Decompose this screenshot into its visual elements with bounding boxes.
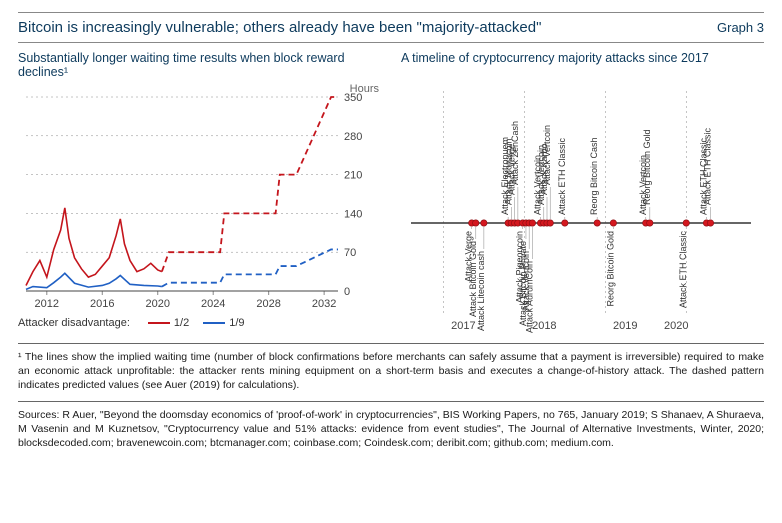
svg-text:2017: 2017 <box>451 320 475 332</box>
legend-item-ninth: 1/9 <box>203 317 244 329</box>
header-row: Bitcoin is increasingly vulnerable; othe… <box>18 12 764 43</box>
svg-text:2018: 2018 <box>532 320 556 332</box>
y-axis-label: Hours <box>350 83 379 95</box>
svg-text:2024: 2024 <box>201 298 225 310</box>
svg-text:280: 280 <box>344 131 362 143</box>
svg-text:140: 140 <box>344 208 362 220</box>
svg-text:Reorg Bitcoin Gold: Reorg Bitcoin Gold <box>605 231 615 307</box>
footnote: ¹ The lines show the implied waiting tim… <box>18 343 764 393</box>
svg-text:Attack ETH Classic: Attack ETH Classic <box>703 127 713 205</box>
svg-text:Reorg Bitcoin Cash: Reorg Bitcoin Cash <box>589 137 599 215</box>
right-subtitle: A timeline of cryptocurrency majority at… <box>401 51 764 79</box>
svg-text:Attack AurumCoin: Attack AurumCoin <box>524 261 534 333</box>
legend-item-half: 1/2 <box>148 317 189 329</box>
svg-text:2032: 2032 <box>312 298 336 310</box>
svg-text:Attack Vertcoin: Attack Vertcoin <box>542 125 552 185</box>
right-chart-panel: 2017201820192020Attack VergeAttack Bitco… <box>401 83 764 333</box>
svg-text:2028: 2028 <box>256 298 280 310</box>
main-title: Bitcoin is increasingly vulnerable; othe… <box>18 19 541 36</box>
subtitles-row: Substantially longer waiting time result… <box>18 51 764 79</box>
graph-number: Graph 3 <box>717 20 764 35</box>
svg-text:2012: 2012 <box>35 298 59 310</box>
svg-text:2020: 2020 <box>664 320 688 332</box>
svg-text:Attack ETH Classic: Attack ETH Classic <box>557 137 567 215</box>
svg-text:Attack ZenCash: Attack ZenCash <box>510 121 520 185</box>
sources: Sources: R Auer, "Beyond the doomsday ec… <box>18 401 764 451</box>
left-chart-panel: Hours 0701402102803502012201620202024202… <box>18 83 381 333</box>
waiting-time-chart: 070140210280350201220162020202420282032 <box>18 83 378 313</box>
svg-text:Reorg Bitcoin Gold: Reorg Bitcoin Gold <box>642 129 652 205</box>
legend: Attacker disadvantage: 1/2 1/9 <box>18 317 381 329</box>
svg-text:70: 70 <box>344 247 356 259</box>
svg-text:2019: 2019 <box>613 320 637 332</box>
svg-text:0: 0 <box>344 286 350 298</box>
svg-text:Attack Litecoin cash: Attack Litecoin cash <box>476 251 486 331</box>
svg-text:2020: 2020 <box>145 298 169 310</box>
svg-text:2016: 2016 <box>90 298 114 310</box>
legend-title: Attacker disadvantage: <box>18 317 130 329</box>
timeline-chart: 2017201820192020Attack VergeAttack Bitco… <box>401 83 761 333</box>
svg-text:210: 210 <box>344 170 362 182</box>
left-subtitle: Substantially longer waiting time result… <box>18 51 381 79</box>
charts-row: Hours 0701402102803502012201620202024202… <box>18 83 764 333</box>
svg-text:Attack ETH Classic: Attack ETH Classic <box>678 231 688 309</box>
